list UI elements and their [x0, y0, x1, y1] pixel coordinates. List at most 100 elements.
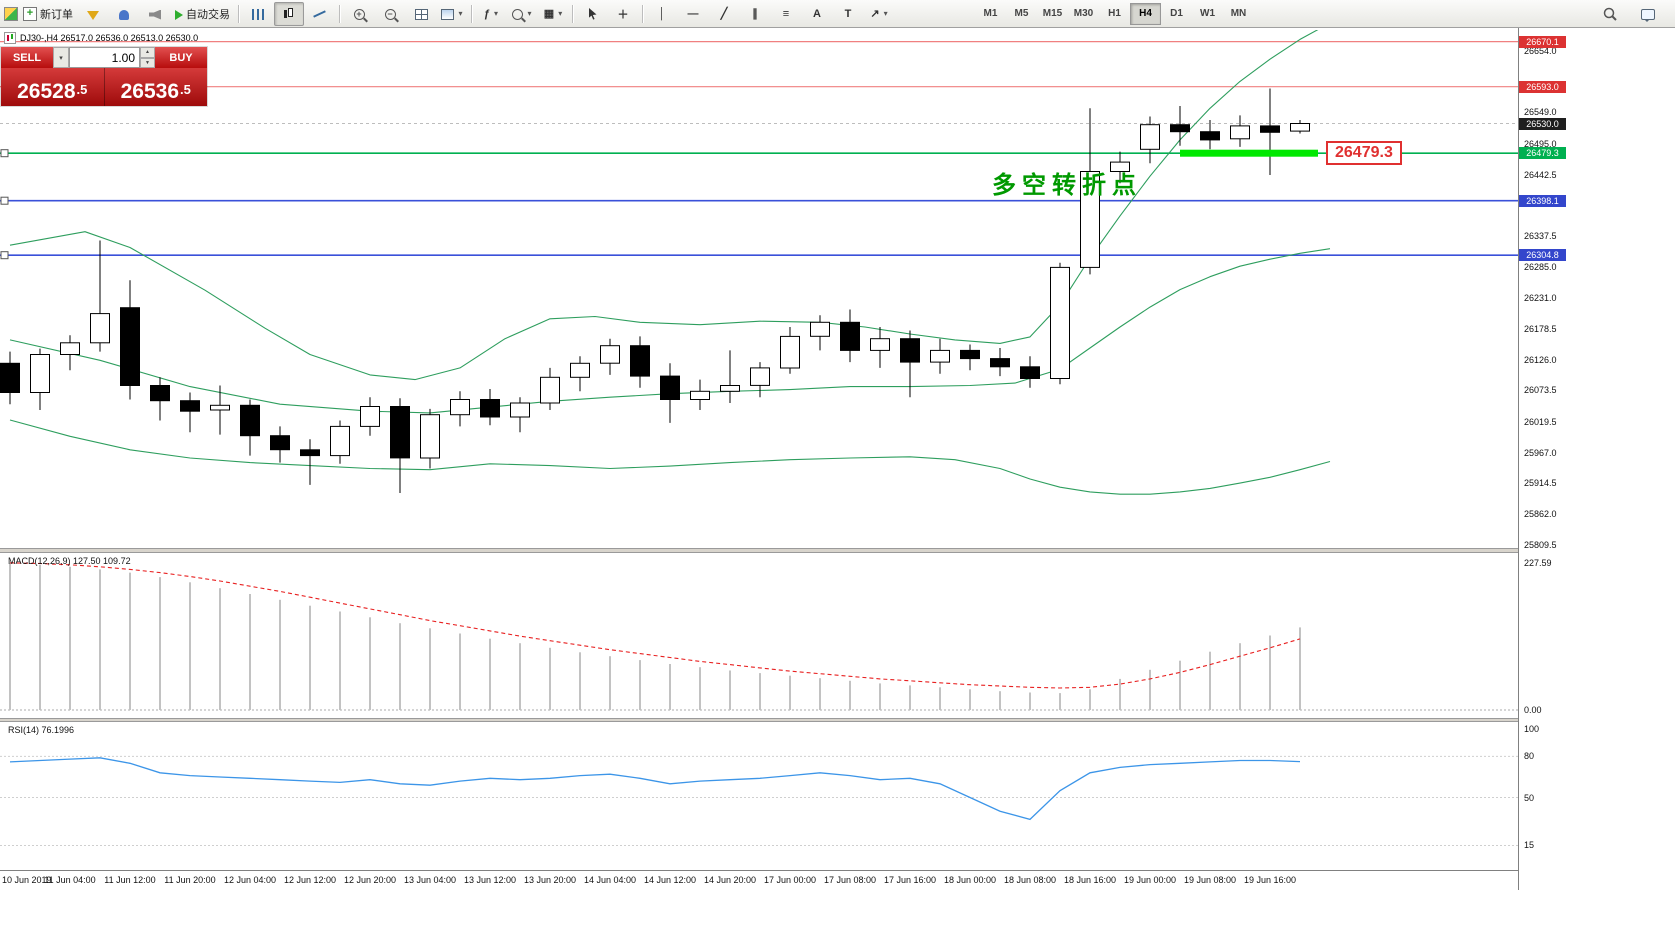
- candle: [420, 414, 440, 459]
- horizontal-line-button[interactable]: —: [678, 2, 708, 26]
- order-type-dropdown[interactable]: ▾: [53, 47, 69, 68]
- zoom-in-button[interactable]: +: [344, 2, 374, 26]
- periods-button[interactable]: ▾: [507, 2, 537, 26]
- price-axis-badge: 26530.0: [1519, 117, 1566, 130]
- time-axis-label: 19 Jun 08:00: [1183, 875, 1237, 885]
- timeframe-mn-button[interactable]: MN: [1230, 8, 1247, 19]
- candle: [90, 313, 110, 344]
- buy-button[interactable]: BUY: [155, 47, 207, 68]
- templates-button[interactable]: ▦ ▾: [538, 2, 568, 26]
- candle-chart-button[interactable]: [274, 1, 304, 26]
- cursor-button[interactable]: [577, 2, 607, 26]
- channel-button[interactable]: ∥: [740, 2, 770, 26]
- rsi-axis-label: 80: [1524, 751, 1535, 762]
- sell-price-display[interactable]: 26528.5: [1, 68, 105, 106]
- cursor-icon: [588, 8, 596, 20]
- toolbar-separator: [471, 4, 472, 23]
- line-chart-icon: [313, 7, 327, 21]
- time-axis-label: 17 Jun 00:00: [763, 875, 817, 885]
- text-button[interactable]: A: [802, 2, 832, 26]
- window-icon: [441, 9, 455, 20]
- candle: [180, 400, 200, 412]
- trendline-button[interactable]: ╱: [709, 2, 739, 26]
- candle: [390, 406, 410, 459]
- shapes-button[interactable]: ↗ ▾: [864, 2, 894, 26]
- timeframe-w1-button[interactable]: W1: [1200, 8, 1215, 19]
- timeframe-h1-button[interactable]: H1: [1108, 8, 1121, 19]
- main-chart[interactable]: [0, 30, 1518, 548]
- timeframe-h4-button[interactable]: H4: [1130, 2, 1161, 25]
- indicators-button[interactable]: ƒ ▾: [476, 2, 506, 26]
- timeframe-m15-button[interactable]: M15: [1042, 8, 1063, 19]
- candle: [810, 321, 830, 337]
- price-axis-badge: 26593.0: [1519, 80, 1566, 93]
- new-order-button[interactable]: 新订单: [19, 2, 77, 26]
- price-axis-badge: 26304.8: [1519, 249, 1566, 262]
- candle: [1290, 123, 1310, 132]
- fibonacci-button[interactable]: ≡: [771, 2, 801, 26]
- candle: [240, 404, 260, 437]
- time-axis-label: 19 Jun 00:00: [1123, 875, 1177, 885]
- macd-axis-label: 227.59: [1524, 557, 1552, 568]
- candle: [210, 404, 230, 411]
- toolbar-separator: [642, 4, 643, 23]
- chevron-down-icon: ▾: [883, 9, 888, 18]
- trade-row: SELL ▾ ▲ ▼ BUY: [1, 47, 207, 68]
- timeframe-m5-button[interactable]: M5: [1014, 8, 1029, 19]
- new-chart-button[interactable]: ▾: [437, 2, 467, 26]
- chart-mini-icon: [4, 32, 16, 44]
- alerts-button[interactable]: [140, 2, 170, 26]
- fibonacci-icon: ≡: [782, 7, 790, 20]
- zoom-out-icon: −: [384, 8, 396, 20]
- candle: [60, 342, 80, 355]
- time-axis-label: 18 Jun 08:00: [1003, 875, 1057, 885]
- volume-up-button[interactable]: ▲: [140, 47, 155, 58]
- buy-price-display[interactable]: 26536.5: [104, 68, 207, 106]
- bar-chart-button[interactable]: [243, 2, 273, 26]
- symbol-ohlc-text: DJ30-,H4 26517.0 26536.0 26513.0 26530.0: [20, 33, 199, 43]
- label-icon: T: [844, 7, 852, 20]
- price-axis-label: 26337.5: [1524, 231, 1557, 242]
- vertical-line-button[interactable]: │: [647, 2, 677, 26]
- new-order-icon: [23, 6, 37, 21]
- vertical-line-icon: │: [658, 7, 666, 20]
- price-axis[interactable]: 26654.0 26549.0 26495.0 26442.5 26337.5 26285…: [1518, 28, 1675, 890]
- timeframe-m30-button[interactable]: M30: [1073, 8, 1094, 19]
- candle: [960, 349, 980, 360]
- timeframe-m1-button[interactable]: M1: [983, 8, 998, 19]
- macd-signal-line: [9, 562, 1301, 689]
- label-button[interactable]: T: [833, 2, 863, 26]
- panel-divider[interactable]: [0, 718, 1675, 722]
- crosshair-button[interactable]: ＋: [608, 2, 638, 26]
- candle: [720, 385, 740, 392]
- candle: [1020, 366, 1040, 379]
- volume-input[interactable]: [69, 47, 140, 68]
- price-axis-label: 26442.5: [1524, 169, 1557, 180]
- time-axis[interactable]: 10 Jun 2019 11 Jun 04:00 11 Jun 12:00 11 Ju…: [0, 870, 1518, 891]
- level-price-tag: 26479.3: [1326, 141, 1402, 165]
- macd-panel[interactable]: [0, 553, 1518, 718]
- zoom-out-button[interactable]: −: [375, 2, 405, 26]
- auto-trading-button[interactable]: 自动交易: [171, 2, 234, 26]
- search-button[interactable]: [1595, 2, 1625, 26]
- price-axis-label: 26285.0: [1524, 261, 1557, 272]
- chevron-down-icon: ▾: [527, 9, 532, 18]
- line-handle: [0, 149, 9, 158]
- candle: [1200, 131, 1220, 141]
- line-handle: [0, 251, 9, 260]
- panel-divider[interactable]: [0, 548, 1675, 553]
- time-axis-label: 12 Jun 12:00: [283, 875, 337, 885]
- clock-icon: [512, 8, 524, 20]
- volume-down-button[interactable]: ▼: [140, 57, 155, 68]
- chevron-down-icon: ▾: [494, 9, 499, 18]
- time-axis-label: 18 Jun 00:00: [943, 875, 997, 885]
- accounts-button[interactable]: [109, 2, 139, 26]
- line-chart-button[interactable]: [305, 2, 335, 26]
- filter-button[interactable]: [78, 2, 108, 26]
- tile-windows-button[interactable]: [406, 2, 436, 26]
- rsi-panel[interactable]: [0, 722, 1518, 870]
- chat-button[interactable]: [1633, 2, 1663, 26]
- sell-button[interactable]: SELL: [1, 47, 53, 68]
- timeframe-d1-button[interactable]: D1: [1170, 8, 1183, 19]
- toolbar-separator: [238, 4, 239, 23]
